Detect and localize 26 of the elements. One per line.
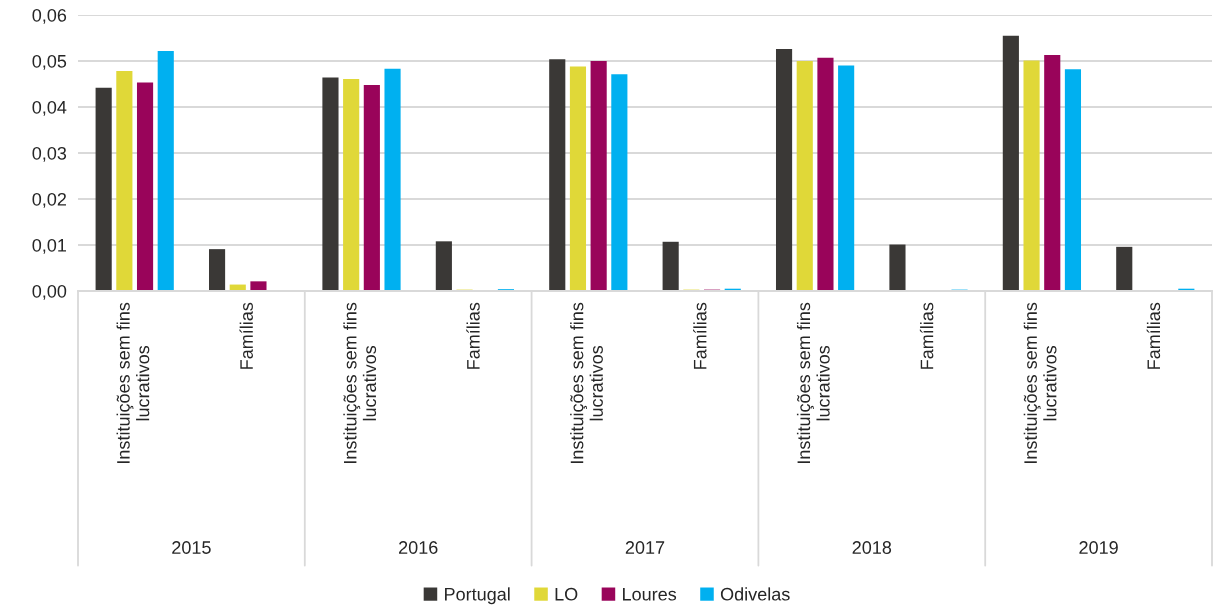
legend-label: Odivelas <box>720 587 790 601</box>
y-tick-label: 0,04 <box>32 100 67 116</box>
legend-label: LO <box>555 587 578 601</box>
x-tick-label: Famílias <box>239 302 253 369</box>
y-tick-label: 0,03 <box>32 146 67 162</box>
x-tick-label: Famílias <box>919 302 934 369</box>
text: 2019 <box>1079 541 1118 554</box>
legend-label: Loures <box>623 588 677 601</box>
y-tick-label: 0,05 <box>32 54 67 70</box>
x-tick-label: Instituições sem fins lucrativos <box>570 302 603 463</box>
text: 2015 <box>172 541 211 554</box>
y-tick-label: 0,06 <box>32 8 67 24</box>
y-tick-label: 0,02 <box>32 192 66 208</box>
text: 2017 <box>625 541 665 554</box>
x-tick-label: Famílias <box>693 302 707 369</box>
y-tick-label: 0,00 <box>32 284 67 300</box>
legend-label: Portugal <box>445 587 510 605</box>
x-tick-label: Instituições sem fins lucrativos <box>343 302 377 463</box>
x-tick-label: Famílias <box>1146 302 1161 369</box>
x-tick-label: Instituições sem fins lucrativos <box>796 302 830 463</box>
y-tick-label: 0,01 <box>32 238 67 254</box>
x-tick-label: Instituições sem fins lucrativos <box>1023 302 1057 463</box>
x-tick-label: Famílias <box>466 302 480 369</box>
text: 2016 <box>399 541 438 554</box>
text: 2018 <box>852 541 892 554</box>
x-tick-label: Instituições sem fins lucrativos <box>116 302 150 463</box>
